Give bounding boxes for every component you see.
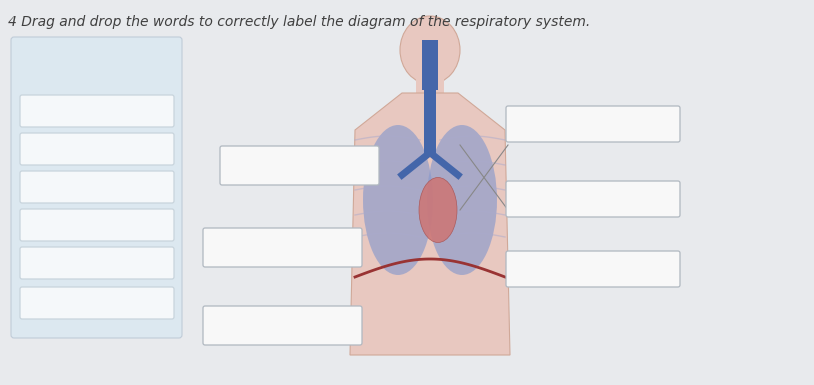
Polygon shape: [350, 93, 510, 355]
FancyBboxPatch shape: [20, 247, 174, 279]
Ellipse shape: [363, 125, 433, 275]
FancyBboxPatch shape: [20, 133, 174, 165]
FancyBboxPatch shape: [220, 146, 379, 185]
Text: diaphragm: diaphragm: [63, 181, 131, 194]
FancyBboxPatch shape: [203, 228, 362, 267]
Text: trachea: trachea: [73, 219, 120, 231]
FancyBboxPatch shape: [11, 37, 182, 338]
FancyBboxPatch shape: [506, 106, 680, 142]
Text: 4 Drag and drop the words to correctly label the diagram of the respiratory syst: 4 Drag and drop the words to correctly l…: [8, 15, 590, 29]
FancyBboxPatch shape: [203, 306, 362, 345]
Text: bronchi: bronchi: [73, 142, 120, 156]
FancyBboxPatch shape: [416, 53, 444, 93]
Ellipse shape: [427, 125, 497, 275]
Text: rib: rib: [89, 256, 105, 270]
FancyBboxPatch shape: [20, 95, 174, 127]
FancyBboxPatch shape: [20, 209, 174, 241]
Text: intercostal muscle: intercostal muscle: [40, 296, 155, 310]
FancyBboxPatch shape: [20, 287, 174, 319]
FancyBboxPatch shape: [506, 181, 680, 217]
Ellipse shape: [400, 16, 460, 84]
Ellipse shape: [419, 177, 457, 243]
FancyBboxPatch shape: [422, 40, 438, 90]
Polygon shape: [424, 80, 436, 155]
FancyBboxPatch shape: [506, 251, 680, 287]
Text: alveoli: alveoli: [77, 104, 117, 117]
FancyBboxPatch shape: [20, 171, 174, 203]
